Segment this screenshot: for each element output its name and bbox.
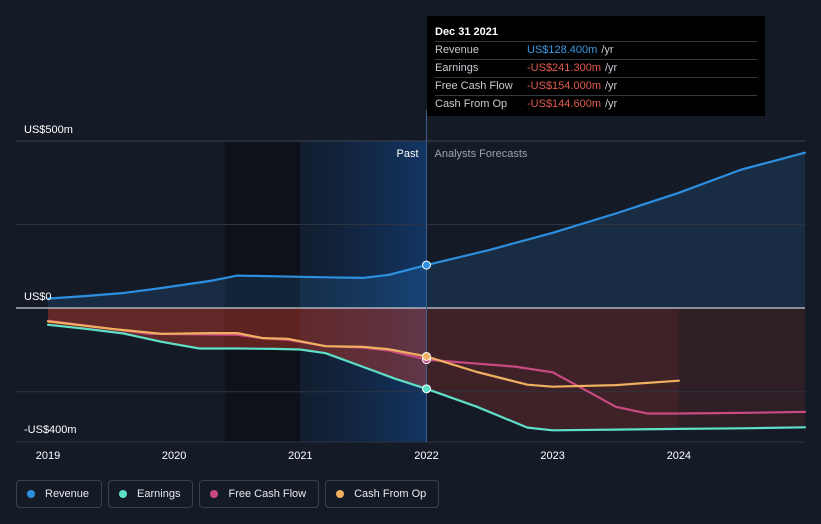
y-label-zero: US$0 bbox=[24, 291, 52, 303]
x-tick-label: 2023 bbox=[540, 450, 564, 462]
x-tick-label: 2021 bbox=[288, 450, 312, 462]
earnings-point bbox=[422, 384, 431, 394]
legend-item-cash-from-op[interactable]: Cash From Op bbox=[325, 480, 440, 508]
y-label-top: US$500m bbox=[24, 124, 73, 136]
past-label: Past bbox=[396, 148, 418, 160]
earnings-forecast-area-late bbox=[678, 308, 805, 429]
revenue-point bbox=[422, 260, 431, 270]
revenue-line bbox=[46, 151, 807, 300]
free-cash-flow-line bbox=[46, 319, 807, 415]
legend-dot-icon bbox=[119, 490, 128, 498]
legend-dot-icon bbox=[27, 490, 35, 498]
legend-dot-icon bbox=[210, 490, 219, 498]
tooltip-unit: /yr bbox=[605, 80, 618, 92]
tooltip-row-cash-from-op: Cash From Op -US$144.600m /yr bbox=[435, 95, 757, 113]
legend-item-free-cash-flow[interactable]: Free Cash Flow bbox=[199, 480, 320, 508]
x-tick-label: 2024 bbox=[667, 450, 691, 462]
cash-from-op-line bbox=[46, 320, 680, 388]
tooltip-label: Earnings bbox=[435, 62, 479, 74]
tooltip-label: Free Cash Flow bbox=[435, 80, 513, 92]
tooltip-row-free-cash-flow: Free Cash Flow -US$154.000m /yr bbox=[435, 77, 757, 95]
tooltip-value: -US$241.300m bbox=[527, 62, 601, 74]
hover-tooltip: Dec 31 2021 Revenue US$128.400m /yr Earn… bbox=[427, 16, 765, 116]
tooltip-value: -US$144.600m bbox=[527, 98, 601, 110]
legend-label: Revenue bbox=[45, 488, 90, 500]
tooltip-value: -US$154.000m bbox=[527, 80, 601, 92]
tooltip-value: US$128.400m bbox=[527, 44, 598, 56]
tooltip-unit: /yr bbox=[605, 62, 618, 74]
legend-label: Free Cash Flow bbox=[228, 488, 307, 500]
legend-dot-icon bbox=[336, 490, 345, 498]
earnings-forecast-area bbox=[426, 308, 679, 431]
tooltip-label: Cash From Op bbox=[435, 98, 508, 110]
revenue-area bbox=[48, 152, 805, 308]
legend-item-revenue[interactable]: Revenue bbox=[16, 480, 103, 508]
earnings-line bbox=[46, 323, 807, 432]
legend-item-earnings[interactable]: Earnings bbox=[108, 480, 194, 508]
tooltip-unit: /yr bbox=[605, 98, 618, 110]
cash-from-op-point bbox=[422, 351, 431, 361]
legend-label: Earnings bbox=[137, 488, 181, 500]
y-label-bottom: -US$400m bbox=[24, 424, 77, 436]
forecast-label: Analysts Forecasts bbox=[435, 148, 528, 160]
x-tick-label: 2019 bbox=[36, 450, 60, 462]
x-tick-label: 2020 bbox=[162, 450, 186, 462]
chart-legend: Revenue Earnings Free Cash Flow Cash Fro… bbox=[16, 480, 440, 508]
x-tick-label: 2022 bbox=[414, 450, 438, 462]
tooltip-date: Dec 31 2021 bbox=[435, 26, 498, 38]
tooltip-row-revenue: Revenue US$128.400m /yr bbox=[435, 41, 757, 59]
tooltip-unit: /yr bbox=[601, 44, 614, 56]
tooltip-label: Revenue bbox=[435, 44, 480, 56]
financials-chart: US$500m US$0 -US$400m 2019 2020 2021 2022 2023 2… bbox=[16, 110, 807, 462]
tooltip-row-earnings: Earnings -US$241.300m /yr bbox=[435, 59, 757, 77]
legend-label: Cash From Op bbox=[354, 488, 427, 500]
